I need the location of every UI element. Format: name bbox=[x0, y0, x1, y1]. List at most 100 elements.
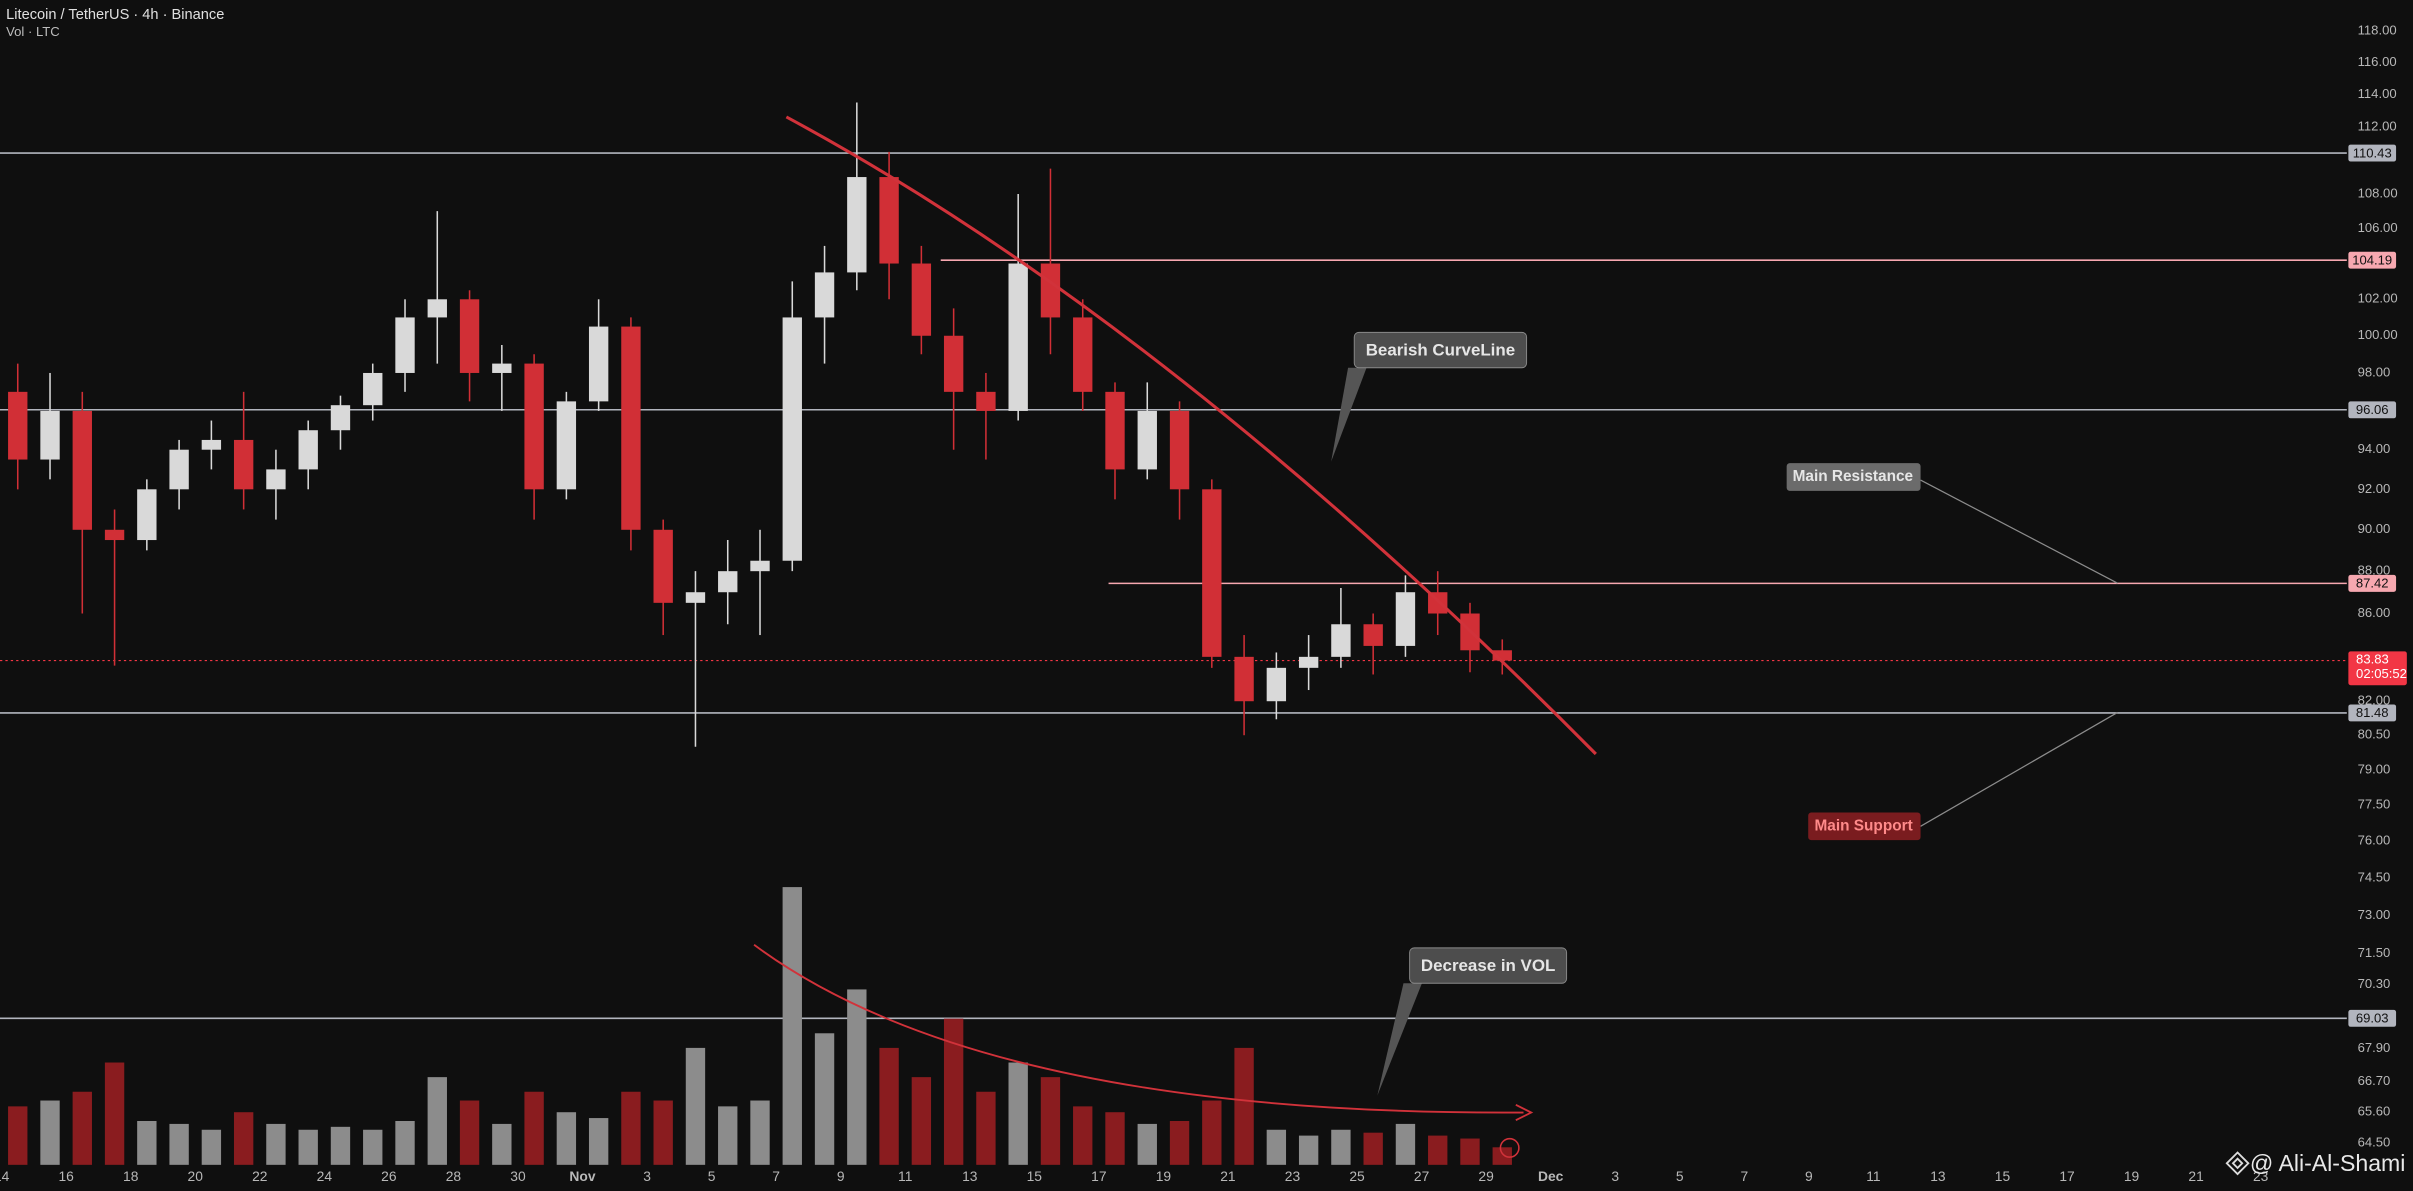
volume-bar bbox=[1331, 1129, 1351, 1165]
candle-body bbox=[363, 372, 383, 406]
x-tick-label: 25 bbox=[1349, 1168, 1365, 1184]
x-tick-label: 17 bbox=[1091, 1168, 1106, 1184]
x-tick-label: 15 bbox=[1027, 1168, 1043, 1184]
candle-body bbox=[1073, 317, 1093, 392]
volume-bar bbox=[750, 1100, 770, 1165]
candle-body bbox=[556, 401, 577, 490]
candle-body bbox=[653, 529, 673, 603]
y-tick-label: 88.00 bbox=[2358, 563, 2391, 578]
volume-bar bbox=[40, 1100, 60, 1165]
candle-body bbox=[427, 299, 447, 318]
volume-bar bbox=[1298, 1135, 1319, 1165]
level-tag bbox=[2348, 574, 2397, 592]
y-tick-label: 67.90 bbox=[2358, 1040, 2391, 1055]
x-tick-label: 22 bbox=[252, 1168, 267, 1184]
x-tick-label: 19 bbox=[2124, 1168, 2140, 1184]
candle-body bbox=[685, 592, 706, 603]
candle-body bbox=[847, 177, 867, 273]
candle-body bbox=[137, 489, 157, 541]
y-tick-label: 70.30 bbox=[2358, 976, 2391, 991]
volume-bar bbox=[201, 1129, 222, 1165]
x-tick-label: 27 bbox=[1414, 1168, 1429, 1184]
x-tick-label: 26 bbox=[381, 1168, 397, 1184]
volume-bar bbox=[169, 1123, 189, 1165]
volume-bar bbox=[1040, 1077, 1061, 1165]
x-tick-label: 23 bbox=[2253, 1168, 2269, 1184]
volume-bar bbox=[1137, 1123, 1157, 1165]
y-tick-label: 77.50 bbox=[2358, 797, 2391, 812]
candle-body bbox=[750, 560, 770, 572]
volume-bar bbox=[524, 1091, 544, 1165]
x-tick-label: 17 bbox=[2059, 1168, 2074, 1184]
watermark: @ Ali-Al-Shami bbox=[2250, 1150, 2406, 1176]
price-axis: 118.00 116.00 114.00 112.00 108.00 106.00 102.… bbox=[2348, 22, 2407, 1150]
candle-body bbox=[976, 391, 996, 411]
callout-box bbox=[1786, 463, 1921, 491]
y-tick-label: 64.50 bbox=[2358, 1135, 2391, 1150]
x-tick-label: 29 bbox=[1478, 1168, 1494, 1184]
volume-bar bbox=[427, 1077, 447, 1165]
current-price-tag bbox=[2348, 651, 2407, 686]
y-tick-label: 112.00 bbox=[2358, 119, 2397, 134]
volume-arrow bbox=[1515, 1104, 1534, 1122]
level-label: 87.42 bbox=[2356, 576, 2389, 591]
x-tick-label: 3 bbox=[643, 1168, 651, 1184]
candle-body bbox=[72, 410, 92, 530]
levels bbox=[0, 152, 2347, 1020]
replay-icon[interactable] bbox=[1499, 1137, 1520, 1158]
y-tick-label: 73.00 bbox=[2358, 907, 2391, 922]
annotation-resistance: Main Resistance bbox=[1786, 463, 1921, 491]
candle-body bbox=[459, 299, 480, 373]
callout-box bbox=[1808, 812, 1921, 841]
candle-body bbox=[1202, 489, 1222, 657]
candle-body bbox=[911, 263, 932, 336]
volume-bar bbox=[621, 1091, 641, 1165]
level-tag bbox=[2348, 704, 2397, 722]
x-tick-label: 5 bbox=[708, 1168, 716, 1184]
level-label: 104.19 bbox=[2352, 252, 2392, 267]
volume-bar bbox=[879, 1047, 899, 1165]
candle-body bbox=[1234, 656, 1254, 702]
candle-body bbox=[1105, 391, 1125, 470]
volume-bar bbox=[137, 1120, 157, 1165]
y-tick-label: 108.00 bbox=[2358, 185, 2398, 200]
candle-body bbox=[1331, 624, 1351, 657]
volume-curve bbox=[753, 944, 1524, 1114]
x-tick-label: 19 bbox=[1156, 1168, 1172, 1184]
y-tick-label: 106.00 bbox=[2358, 220, 2398, 235]
volume-bar bbox=[72, 1091, 92, 1165]
x-tick-label: 20 bbox=[188, 1168, 204, 1184]
volume-bar bbox=[233, 1112, 254, 1165]
y-tick-label: 82.00 bbox=[2358, 693, 2391, 708]
y-tick-label: 90.00 bbox=[2358, 521, 2391, 536]
volume-bar bbox=[363, 1129, 383, 1165]
candle-body bbox=[298, 430, 318, 470]
x-tick-label: 11 bbox=[1866, 1168, 1881, 1184]
candle-body bbox=[201, 439, 222, 450]
volume-bar bbox=[847, 989, 867, 1165]
volume-bar bbox=[8, 1106, 28, 1165]
x-tick-label: 7 bbox=[772, 1168, 780, 1184]
candle-body bbox=[588, 326, 609, 402]
y-tick-label: 118.00 bbox=[2358, 22, 2397, 37]
candle-body bbox=[943, 335, 964, 392]
annotation-text: Main Support bbox=[1815, 817, 1913, 834]
x-tick-label: 11 bbox=[898, 1168, 913, 1184]
candles bbox=[8, 102, 1512, 747]
y-tick-label: 100.00 bbox=[2358, 327, 2398, 342]
candle-body bbox=[1298, 656, 1319, 668]
x-tick-label: 13 bbox=[962, 1168, 978, 1184]
volume-bar bbox=[911, 1077, 932, 1165]
annotation-text: Main Resistance bbox=[1793, 468, 1914, 485]
annotation-support: Main Support bbox=[1808, 812, 1921, 841]
support-pointer bbox=[1920, 711, 2118, 827]
candle-body bbox=[1040, 263, 1061, 318]
candle-body bbox=[492, 363, 512, 373]
volume-bar bbox=[653, 1100, 673, 1165]
volume-bar bbox=[976, 1091, 996, 1165]
candle-body bbox=[233, 439, 254, 490]
candle-body bbox=[1169, 410, 1190, 490]
candle-body bbox=[782, 317, 802, 561]
candle-body bbox=[524, 363, 544, 490]
level-tag bbox=[2348, 251, 2397, 269]
